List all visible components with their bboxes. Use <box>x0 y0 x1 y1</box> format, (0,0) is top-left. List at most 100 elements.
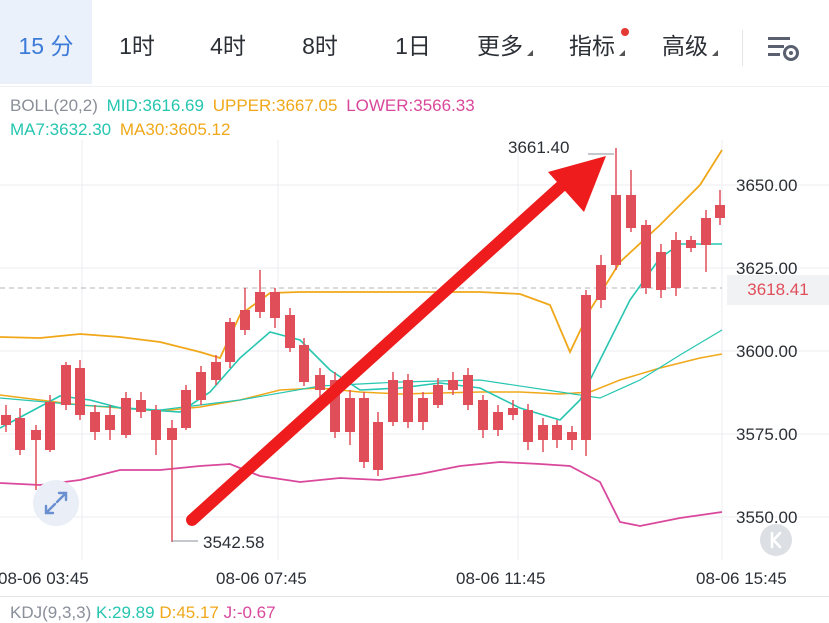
candle-body <box>45 402 55 450</box>
tab-label: 4时 <box>210 33 246 59</box>
boll-upper-line <box>0 149 723 360</box>
candle-body <box>151 410 161 440</box>
tab-more[interactable]: 更多 <box>470 0 540 84</box>
chart-settings-icon[interactable] <box>766 34 800 64</box>
time-tick: 08-06 11:45 <box>456 569 545 588</box>
candle-body <box>330 380 340 432</box>
price-tick: 3550.00 <box>736 508 797 527</box>
trend-arrow-annotation <box>186 156 606 526</box>
price-tick: 3650.00 <box>736 176 797 195</box>
tab-label: 指标 <box>569 33 615 59</box>
price-tick: 3625.00 <box>736 259 797 278</box>
tab-indicators[interactable]: 指标 <box>562 0 632 84</box>
candle-body <box>478 400 488 430</box>
kdj-legend: KDJ(9,3,3) K:29.89 D:45.17 J:-0.67 <box>10 603 276 623</box>
kdj-j: J:-0.67 <box>223 603 276 622</box>
boll-lower: LOWER:3566.33 <box>346 96 475 115</box>
candle-body <box>285 315 295 348</box>
tab-1d[interactable]: 1日 <box>380 0 446 84</box>
tab-label: 1时 <box>119 33 155 59</box>
candle-body <box>1 415 11 425</box>
candle-body <box>75 368 85 415</box>
tab-1h[interactable]: 1时 <box>104 0 170 84</box>
candle-body <box>240 310 250 330</box>
candle-body <box>345 398 355 432</box>
candle-body <box>611 195 621 265</box>
high-price-label: 3661.40 <box>508 138 569 157</box>
candle-body <box>181 390 191 428</box>
candle-body <box>167 428 177 440</box>
candle-body <box>701 218 711 245</box>
grid-lines <box>0 140 829 560</box>
time-axis: 08-06 03:45 08-06 07:45 08-06 11:45 08-0… <box>0 569 787 588</box>
tab-label: 高级 <box>662 33 708 59</box>
candle-body <box>105 415 115 430</box>
candle-body <box>225 322 235 362</box>
high-annotation: 3661.40 <box>508 138 614 157</box>
candle-body <box>315 375 325 390</box>
candle-body <box>581 295 591 440</box>
kdj-k: K:29.89 <box>95 603 155 622</box>
candle-body <box>121 398 131 435</box>
candle-body <box>715 205 725 218</box>
candle-body <box>493 412 503 430</box>
candle-body <box>433 385 443 405</box>
time-tick: 08-06 03:45 <box>0 569 89 588</box>
candle-body <box>403 380 413 422</box>
candle-body <box>671 240 681 288</box>
candle-body <box>538 425 548 440</box>
boll-mid: MID:3616.69 <box>106 96 204 115</box>
notification-dot <box>621 28 629 36</box>
boll-lower-line <box>0 461 723 527</box>
kdj-name: KDJ(9,3,3) <box>10 603 92 622</box>
candle-body <box>641 225 651 288</box>
time-tick: 08-06 07:45 <box>216 569 307 588</box>
ma7-value: MA7:3632.30 <box>10 120 112 139</box>
candle-body <box>359 398 369 462</box>
candle-body <box>90 412 100 432</box>
candle-body <box>61 365 71 405</box>
candle-body <box>136 400 146 412</box>
tab-15m[interactable]: 15 分 <box>0 0 92 84</box>
tab-label: 8时 <box>302 33 338 59</box>
ma30-line <box>0 329 723 411</box>
candle-body <box>418 398 428 422</box>
candle-body <box>388 380 398 422</box>
dropdown-arrow-icon <box>712 50 718 56</box>
price-axis: 3650.00 3625.00 3600.00 3575.00 3550.00 <box>736 176 797 527</box>
ma30-value: MA30:3605.12 <box>119 120 231 139</box>
candles <box>1 148 725 542</box>
tab-8h[interactable]: 8时 <box>287 0 353 84</box>
candlestick-chart[interactable]: 3661.40 3542.58 3650.00 3625.00 3600.00 … <box>0 0 829 596</box>
kdj-d: D:45.17 <box>159 603 219 622</box>
k-line-icon[interactable] <box>760 524 792 556</box>
price-tick: 3575.00 <box>736 425 797 444</box>
boll-legend: BOLL(20,2) MID:3616.69 UPPER:3667.05 LOW… <box>10 96 479 116</box>
candle-body <box>686 240 696 248</box>
candle-body <box>508 408 518 415</box>
candle-body <box>626 195 636 228</box>
boll-name: BOLL(20,2) <box>10 96 98 115</box>
candle-body <box>596 265 606 300</box>
dropdown-arrow-icon <box>619 50 625 56</box>
candle-body <box>196 372 206 400</box>
candle-body <box>270 292 280 318</box>
tab-label: 15 分 <box>18 33 74 59</box>
tab-divider <box>742 30 743 66</box>
ma-legend: MA7:3632.30 MA30:3605.12 <box>10 120 234 140</box>
timeframe-tab-bar: 15 分 1时 4时 8时 1日 更多 指标 高级 <box>0 0 829 87</box>
last-price-badge: 3618.41 <box>727 275 829 305</box>
candle-body <box>567 432 577 440</box>
candle-body <box>299 345 309 382</box>
candle-body <box>463 375 473 405</box>
candle-body <box>373 422 383 470</box>
price-tick: 3600.00 <box>736 342 797 361</box>
tab-advanced[interactable]: 高级 <box>654 0 726 84</box>
kdj-panel: KDJ(9,3,3) K:29.89 D:45.17 J:-0.67 <box>0 596 829 623</box>
candle-body <box>448 380 458 390</box>
candle-body <box>523 410 533 442</box>
candle-body <box>31 430 41 440</box>
expand-icon[interactable] <box>33 480 79 526</box>
tab-4h[interactable]: 4时 <box>195 0 261 84</box>
tab-label: 更多 <box>477 33 523 59</box>
